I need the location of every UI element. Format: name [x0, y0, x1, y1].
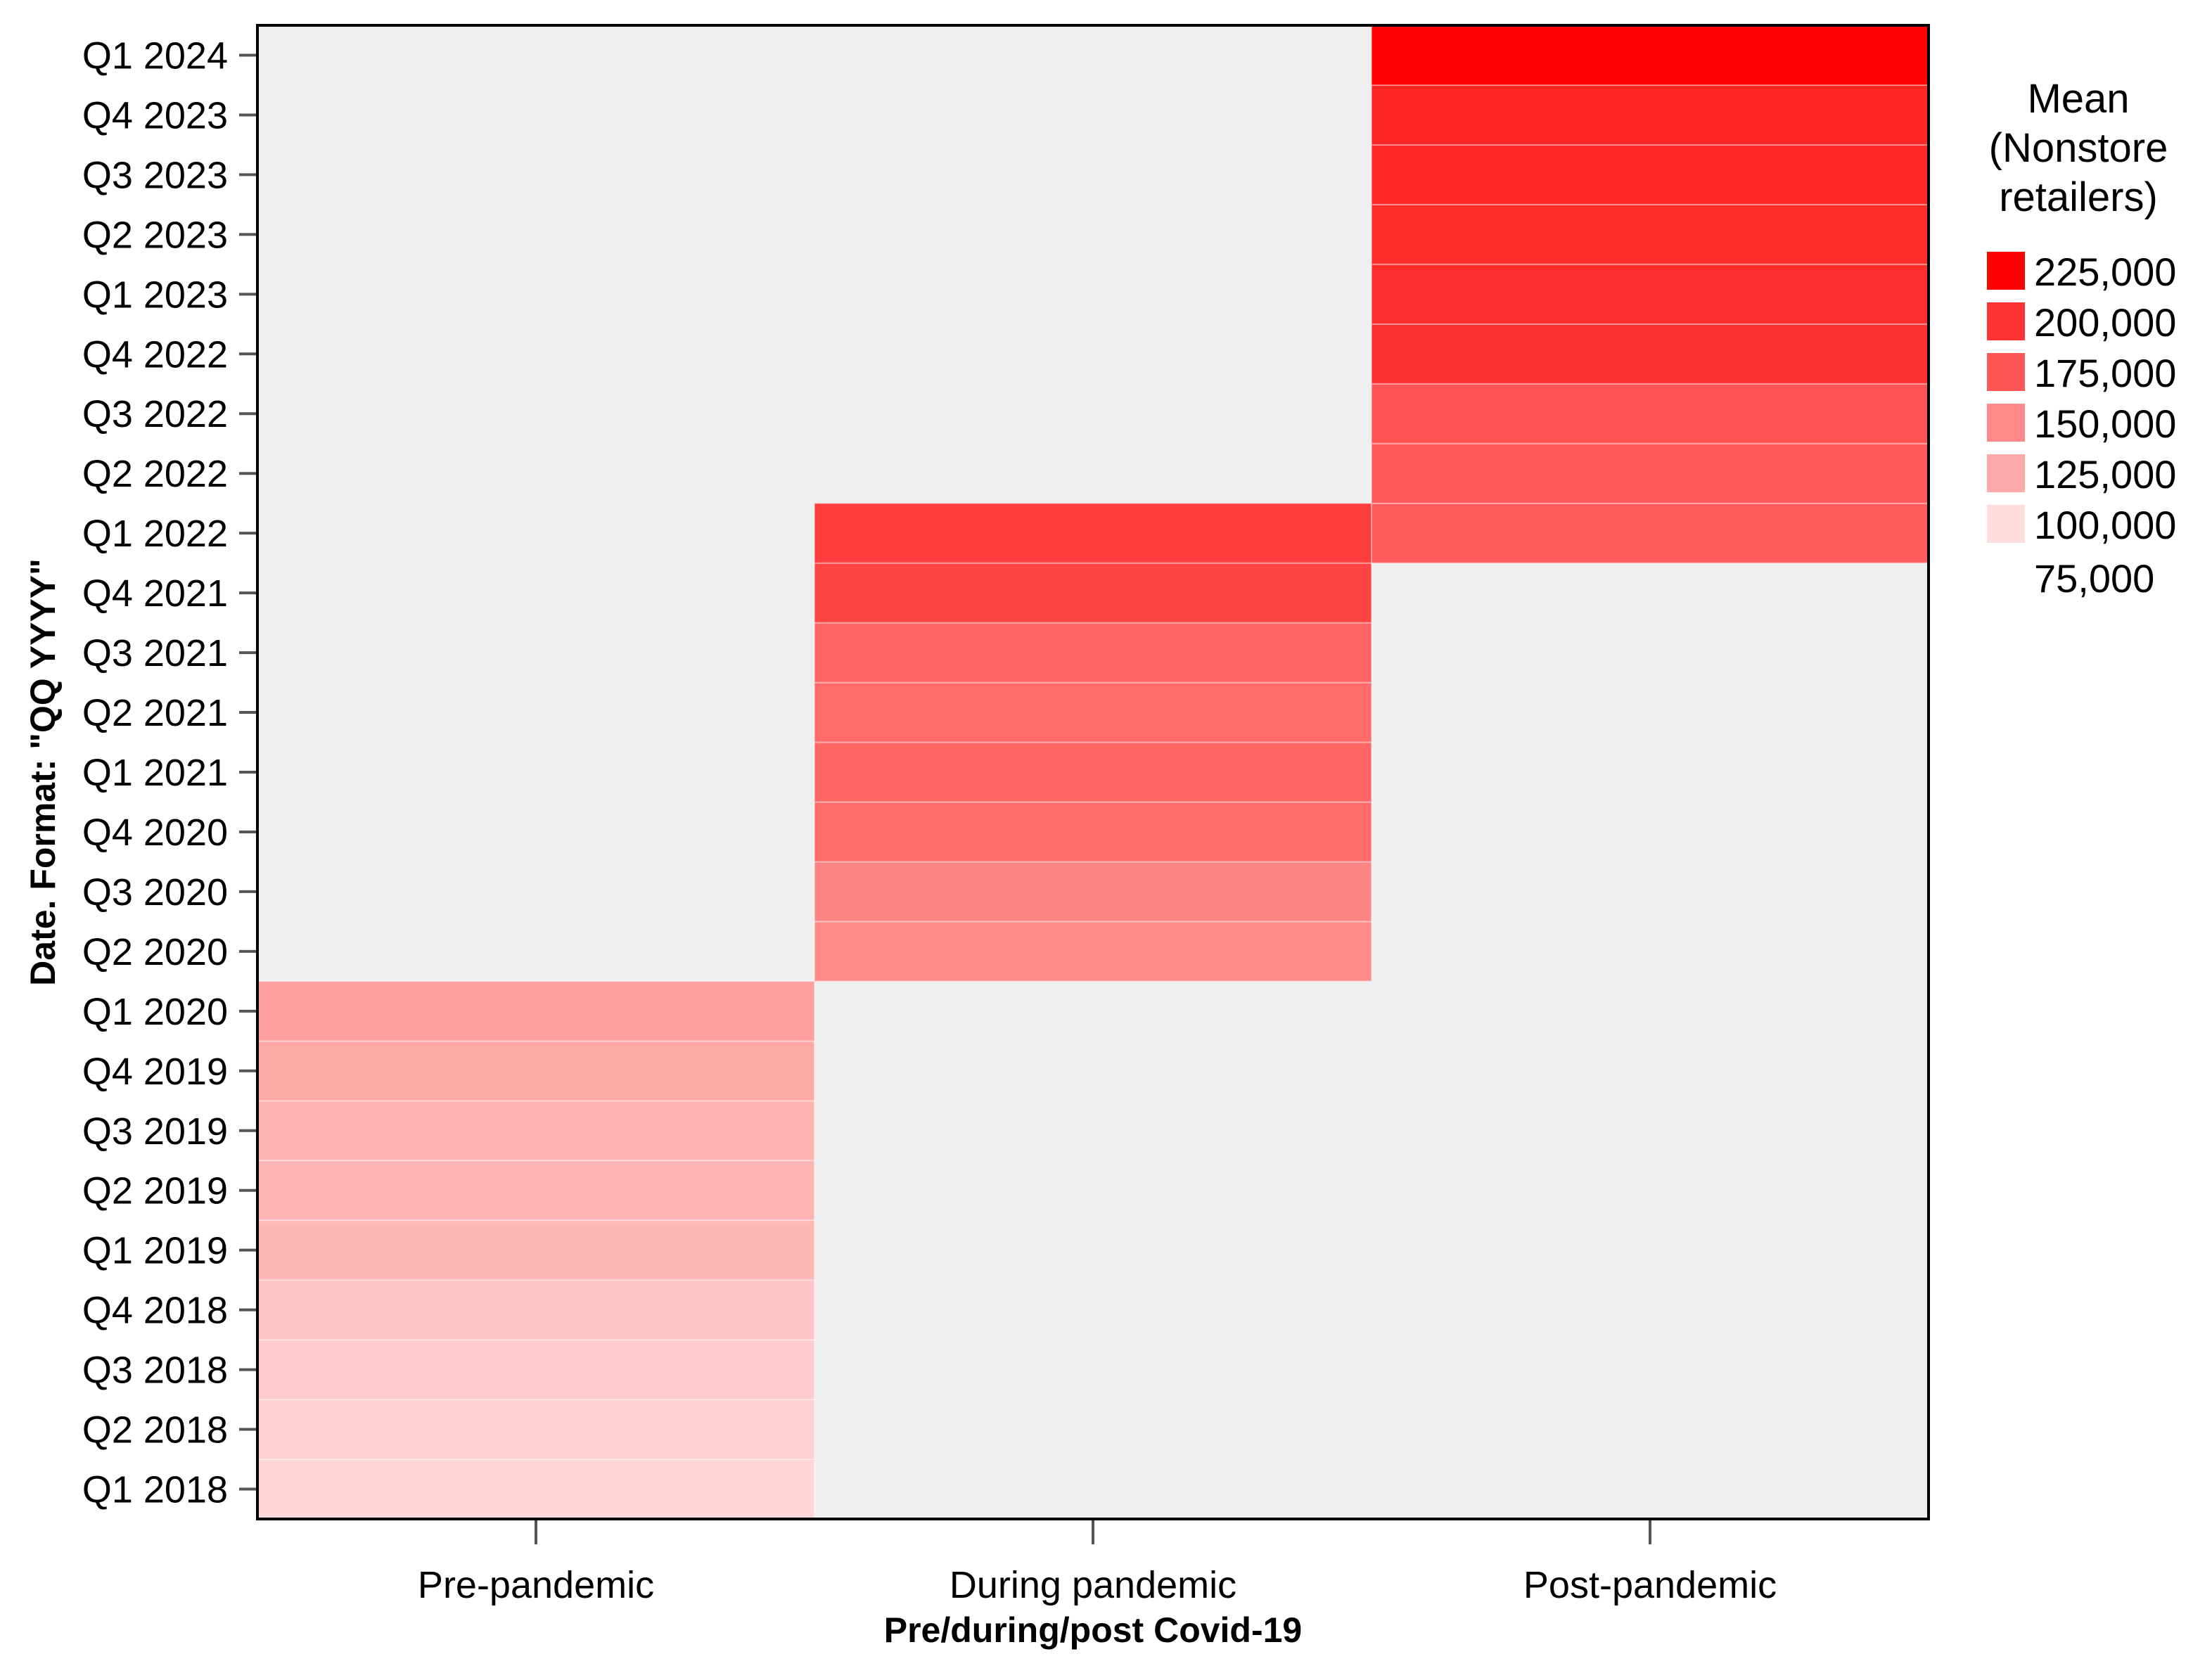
heatmap-cell — [1371, 502, 1929, 564]
heatmap-cell — [814, 681, 1372, 743]
plot-frame — [256, 24, 1930, 1520]
y-tick-label: Q1 2024 — [82, 34, 228, 77]
x-tick-label: During pandemic — [950, 1564, 1236, 1606]
heatmap-cell — [257, 1339, 815, 1401]
legend-entries: 225,000 200,000 175,000 150,000 125,000 100,0… — [1987, 250, 2176, 547]
y-tick-label: Q2 2023 — [82, 214, 228, 256]
y-tick-label: Q4 2019 — [82, 1051, 228, 1093]
legend-swatch — [1987, 302, 2025, 340]
heatmap-cell — [257, 1160, 815, 1222]
heatmap-cell — [814, 741, 1372, 803]
legend-label: 225,000 — [2034, 250, 2176, 294]
y-tick-label: Q4 2022 — [82, 333, 228, 376]
y-tick-label: Q3 2018 — [82, 1350, 228, 1392]
heatmap-cell — [1371, 263, 1929, 325]
y-tick-label: Q2 2020 — [82, 931, 228, 973]
heatmap-cell — [1371, 203, 1929, 265]
x-axis-label: Pre/during/post Covid-19 — [884, 1610, 1303, 1650]
legend-label: 125,000 — [2034, 452, 2176, 496]
legend-title-line-1: Mean — [2027, 76, 2129, 122]
heatmap-cell — [814, 861, 1372, 923]
heatmap-cell — [257, 1100, 815, 1162]
y-tick-label: Q2 2021 — [82, 692, 228, 734]
legend-label: 150,000 — [2034, 402, 2176, 446]
y-axis-label: Date. Format: "QQ YYYY" — [23, 558, 63, 986]
x-axis-ticks: Pre-pandemic During pandemic Post-pandemic — [418, 1519, 1777, 1606]
legend-title-line-2: (Nonstore — [1989, 125, 2168, 171]
y-tick-label: Q3 2021 — [82, 632, 228, 674]
heatmap-cell — [814, 622, 1372, 684]
y-tick-label: Q4 2020 — [82, 812, 228, 854]
heatmap-cell — [257, 1219, 815, 1281]
heatmap-cell — [1371, 383, 1929, 444]
heatmap-cell — [814, 502, 1372, 564]
heatmap-cell — [1371, 25, 1929, 86]
legend-label: 175,000 — [2034, 351, 2176, 395]
legend-label: 100,000 — [2034, 503, 2176, 547]
legend-swatch — [1987, 353, 2025, 391]
heatmap-cell — [257, 1399, 815, 1461]
y-tick-label: Q1 2023 — [82, 274, 228, 316]
y-tick-label: Q1 2019 — [82, 1230, 228, 1272]
y-tick-label: Q1 2021 — [82, 752, 228, 794]
legend: Mean (Nonstore retailers) 225,000 200,000… — [1987, 76, 2176, 601]
y-tick-label: Q3 2023 — [82, 154, 228, 196]
legend-swatch — [1987, 505, 2025, 543]
y-tick-label: Q4 2021 — [82, 572, 228, 615]
y-tick-label: Q4 2018 — [82, 1290, 228, 1332]
legend-label: 200,000 — [2034, 300, 2176, 345]
y-tick-label: Q1 2018 — [82, 1469, 228, 1511]
heatmap-cell — [814, 562, 1372, 624]
heatmap-cell — [257, 1459, 815, 1520]
y-tick-label: Q2 2022 — [82, 453, 228, 495]
heatmap-cell — [814, 801, 1372, 863]
y-tick-label: Q3 2022 — [82, 393, 228, 435]
heatmap-cell — [1371, 442, 1929, 504]
heatmap-cells — [257, 25, 1929, 1520]
y-tick-label: Q3 2020 — [82, 871, 228, 914]
legend-swatch — [1987, 404, 2025, 442]
y-tick-label: Q1 2020 — [82, 991, 228, 1033]
y-axis-ticks: Q1 2018 Q2 2018 Q3 2018 Q4 2018 Q1 2019 Q2 20… — [82, 34, 257, 1511]
y-tick-label: Q2 2019 — [82, 1170, 228, 1212]
heatmap-cell — [1371, 323, 1929, 385]
y-tick-label: Q2 2018 — [82, 1409, 228, 1451]
legend-swatch — [1987, 454, 2025, 492]
heatmap-cell — [814, 921, 1372, 982]
y-tick-label: Q1 2022 — [82, 513, 228, 555]
legend-swatch — [1987, 252, 2025, 290]
heatmap-cell — [257, 980, 815, 1042]
heatmap-cell — [1371, 84, 1929, 146]
heatmap-cell — [257, 1279, 815, 1341]
heatmap-cell — [1371, 143, 1929, 205]
x-tick-label: Post-pandemic — [1523, 1564, 1777, 1606]
legend-title-line-3: retailers) — [1999, 174, 2158, 220]
heatmap-cell — [257, 1040, 815, 1102]
y-tick-label: Q4 2023 — [82, 94, 228, 136]
x-tick-label: Pre-pandemic — [418, 1564, 654, 1606]
y-tick-label: Q3 2019 — [82, 1110, 228, 1153]
legend-bottom-label: 75,000 — [2034, 556, 2154, 601]
